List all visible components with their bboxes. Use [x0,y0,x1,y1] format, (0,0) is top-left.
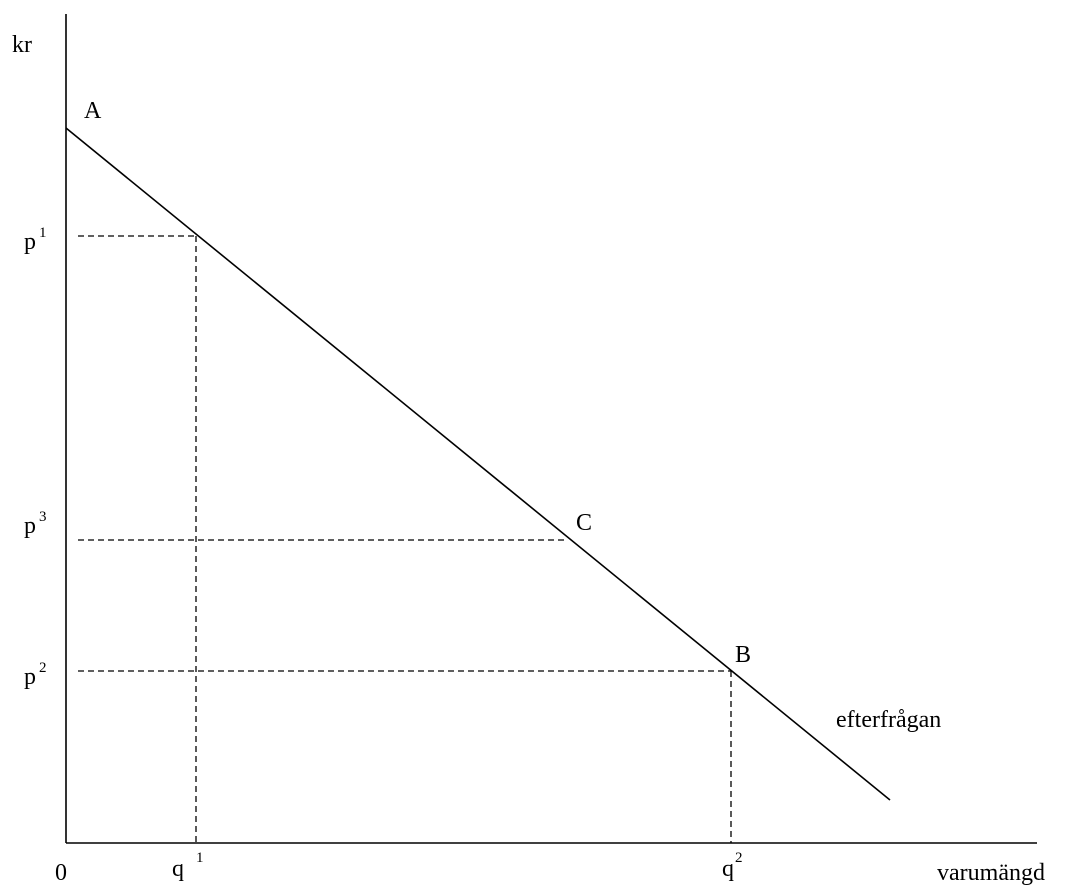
origin-label: 0 [55,860,67,885]
point-b-label: B [735,642,751,668]
demand-curve-label: efterfrågan [836,707,941,733]
demand-curve [65,127,891,801]
p2-index: 2 [39,660,47,676]
p1-base: p [24,229,36,255]
p3-label: p 3 [24,509,47,539]
q1-label: q 1 [172,850,204,882]
p1-index: 1 [39,225,47,241]
p2-label: p 2 [24,660,47,690]
q2-index: 2 [735,850,743,866]
x-axis-label: varumängd [937,860,1045,885]
y-axis-label: kr [12,32,32,58]
p1-label: p 1 [24,225,47,255]
q2-label: q 2 [722,850,743,882]
q1-base: q [172,856,184,882]
q2-base: q [722,856,734,882]
p3-base: p [24,513,36,539]
point-a-label: A [84,98,102,124]
point-c-label: C [576,510,592,536]
q1-index: 1 [196,850,204,866]
p3-index: 3 [39,509,47,525]
p2-base: p [24,664,36,690]
